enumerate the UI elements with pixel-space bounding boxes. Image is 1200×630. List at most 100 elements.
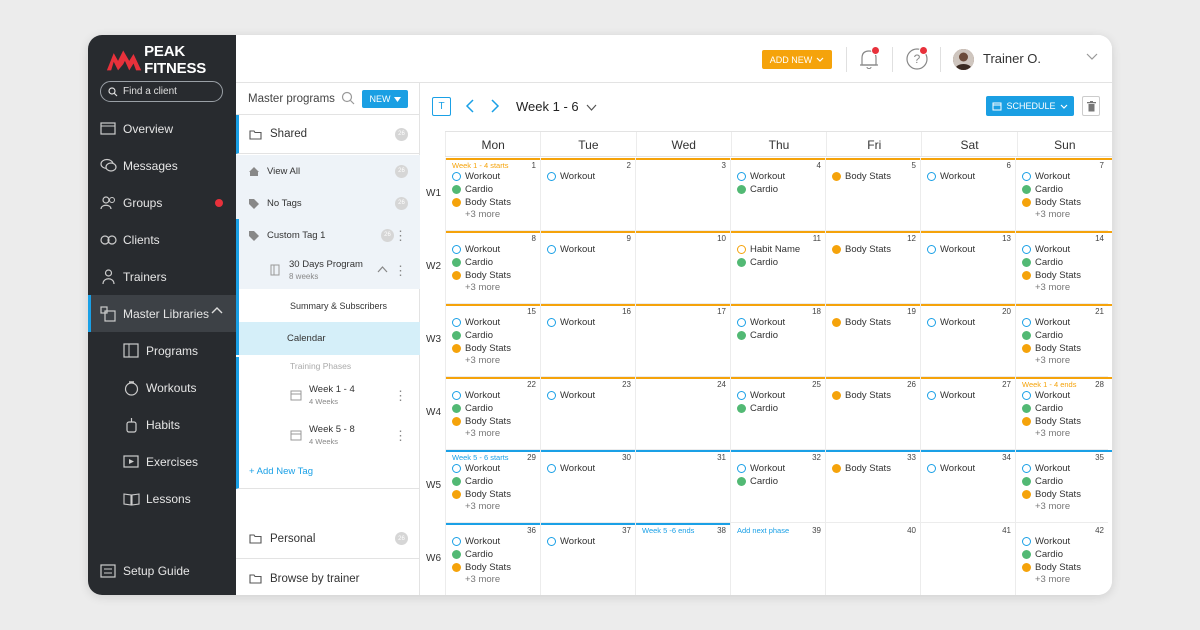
calendar-task[interactable]: Cardio <box>737 475 785 488</box>
calendar-task[interactable]: Body Stats <box>832 170 891 183</box>
calendar-task[interactable]: Workout <box>927 316 975 329</box>
calendar-task[interactable]: Workout <box>737 316 785 329</box>
more-tasks-link[interactable]: +3 more <box>465 428 501 439</box>
more-tasks-link[interactable]: +3 more <box>1035 209 1071 220</box>
sidebar-item-master-libraries[interactable]: Master Libraries <box>88 295 236 332</box>
day-cell[interactable]: 14 Workout Cardio Body Stats +3 more <box>1015 231 1108 304</box>
brand-logo[interactable]: PEAK FITNESS <box>106 43 236 77</box>
day-cell[interactable]: 30 Workout <box>540 450 635 523</box>
day-cell[interactable]: 24 <box>635 377 730 450</box>
calendar-task[interactable]: Workout <box>452 243 511 256</box>
chevron-up-icon[interactable] <box>377 266 388 273</box>
more-options-icon[interactable]: ⋮ <box>394 227 407 243</box>
calendar-task[interactable]: Workout <box>1022 462 1081 475</box>
day-cell[interactable]: 29 Week 5 - 6 starts Workout Cardio Body Sta… <box>445 450 540 523</box>
calendar-task[interactable]: Cardio <box>452 183 511 196</box>
calendar-task[interactable]: Workout <box>547 243 595 256</box>
day-cell[interactable]: 3 <box>635 158 730 231</box>
help-button[interactable]: ? <box>905 46 929 76</box>
day-cell[interactable]: 27 Workout <box>920 377 1015 450</box>
calendar-task[interactable]: Workout <box>1022 389 1081 402</box>
more-tasks-link[interactable]: +3 more <box>1035 355 1071 366</box>
calendar-task[interactable]: Workout <box>547 535 595 548</box>
more-tasks-link[interactable]: +3 more <box>1035 501 1071 512</box>
more-tasks-link[interactable]: +3 more <box>1035 428 1071 439</box>
find-client-search[interactable]: Find a client <box>100 81 223 102</box>
more-tasks-link[interactable]: +3 more <box>1035 574 1071 585</box>
sidebar-item-workouts[interactable]: Workouts <box>88 369 236 406</box>
calendar-task[interactable]: Body Stats <box>452 342 511 355</box>
day-cell[interactable]: 31 <box>635 450 730 523</box>
calendar-task[interactable]: Body Stats <box>832 316 891 329</box>
calendar-task[interactable]: Body Stats <box>1022 196 1081 209</box>
calendar-task[interactable]: Cardio <box>452 548 511 561</box>
day-cell[interactable]: 37 Workout <box>540 523 635 595</box>
day-cell[interactable]: 5 Body Stats <box>825 158 920 231</box>
day-cell[interactable]: 11 Habit Name Cardio <box>730 231 825 304</box>
sidebar-item-overview[interactable]: Overview <box>88 111 236 146</box>
calendar-task[interactable]: Habit Name <box>737 243 800 256</box>
day-cell[interactable]: 35 Workout Cardio Body Stats +3 more <box>1015 450 1108 523</box>
schedule-button[interactable]: SCHEDULE <box>986 96 1074 116</box>
day-cell[interactable]: 8 Workout Cardio Body Stats +3 more <box>445 231 540 304</box>
calendar-task[interactable]: Workout <box>927 389 975 402</box>
avatar[interactable] <box>953 49 974 70</box>
day-cell[interactable]: 15 Workout Cardio Body Stats +3 more <box>445 304 540 377</box>
calendar-task[interactable]: Body Stats <box>832 462 891 475</box>
calendar-task[interactable]: Body Stats <box>1022 342 1081 355</box>
personal-folder[interactable]: Personal 26 <box>236 519 420 559</box>
chevron-right-icon[interactable] <box>490 99 500 113</box>
phase-item[interactable]: Week 5 - 8 4 Weeks ⋮ <box>236 415 420 455</box>
calendar-task[interactable]: Cardio <box>1022 475 1081 488</box>
more-tasks-link[interactable]: +3 more <box>465 282 501 293</box>
calendar-task[interactable]: Workout <box>927 243 975 256</box>
sidebar-item-lessons[interactable]: Lessons <box>88 480 236 517</box>
notifications-button[interactable] <box>858 46 880 76</box>
delete-button[interactable] <box>1082 96 1100 116</box>
calendar-task[interactable]: Workout <box>1022 316 1081 329</box>
calendar-task[interactable]: Body Stats <box>452 269 511 282</box>
week-range-selector[interactable]: Week 1 - 6 <box>516 99 597 114</box>
day-cell[interactable]: 33 Body Stats <box>825 450 920 523</box>
calendar-task[interactable]: Workout <box>1022 170 1081 183</box>
more-options-icon[interactable]: ⋮ <box>394 427 407 443</box>
calendar-task[interactable]: Body Stats <box>452 488 511 501</box>
summary-subscribers-item[interactable]: Summary & Subscribers <box>236 289 420 322</box>
calendar-task[interactable]: Body Stats <box>1022 415 1081 428</box>
add-new-tag-link[interactable]: + Add New Tag <box>236 455 420 489</box>
calendar-task[interactable]: Cardio <box>1022 183 1081 196</box>
calendar-task[interactable]: Cardio <box>1022 548 1081 561</box>
day-cell[interactable]: 40 <box>825 523 920 595</box>
day-cell[interactable]: 9 Workout <box>540 231 635 304</box>
day-cell[interactable]: 21 Workout Cardio Body Stats +3 more <box>1015 304 1108 377</box>
new-program-button[interactable]: NEW <box>362 90 408 108</box>
calendar-task[interactable]: Workout <box>927 462 975 475</box>
calendar-task[interactable]: Workout <box>452 170 511 183</box>
calendar-task[interactable]: Body Stats <box>1022 488 1081 501</box>
calendar-task[interactable]: Body Stats <box>452 415 511 428</box>
day-cell[interactable]: 39 Add next phase <box>730 523 825 595</box>
calendar-task[interactable]: Workout <box>547 316 595 329</box>
calendar-task[interactable]: Workout <box>452 535 511 548</box>
browse-by-trainer-folder[interactable]: Browse by trainer <box>236 559 420 595</box>
today-button[interactable]: T <box>432 97 451 116</box>
calendar-task[interactable]: Cardio <box>452 329 511 342</box>
calendar-task[interactable]: Body Stats <box>832 243 891 256</box>
day-cell[interactable]: 32 Workout Cardio <box>730 450 825 523</box>
day-cell[interactable]: 38 Week 5 -6 ends <box>635 523 730 595</box>
day-cell[interactable]: 42 Workout Cardio Body Stats +3 more <box>1015 523 1108 595</box>
calendar-task[interactable]: Workout <box>452 462 511 475</box>
calendar-task[interactable]: Cardio <box>1022 329 1081 342</box>
more-tasks-link[interactable]: +3 more <box>465 209 501 220</box>
sidebar-item-groups[interactable]: Groups <box>88 185 236 220</box>
day-cell[interactable]: 4 Workout Cardio <box>730 158 825 231</box>
no-tags-item[interactable]: No Tags 26 <box>236 187 420 219</box>
more-options-icon[interactable]: ⋮ <box>394 262 407 278</box>
calendar-task[interactable]: Body Stats <box>452 196 511 209</box>
day-cell[interactable]: 22 Workout Cardio Body Stats +3 more <box>445 377 540 450</box>
day-cell[interactable]: 26 Body Stats <box>825 377 920 450</box>
day-cell[interactable]: 20 Workout <box>920 304 1015 377</box>
shared-folder[interactable]: Shared 26 <box>236 115 420 154</box>
calendar-task[interactable]: Body Stats <box>832 389 891 402</box>
day-cell[interactable]: 7 Workout Cardio Body Stats +3 more <box>1015 158 1108 231</box>
